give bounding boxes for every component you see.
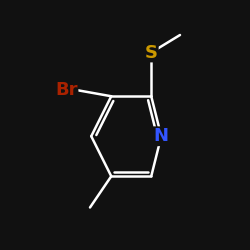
Text: S: S bbox=[145, 44, 158, 62]
Text: N: N bbox=[154, 127, 169, 145]
Text: Br: Br bbox=[55, 81, 78, 99]
